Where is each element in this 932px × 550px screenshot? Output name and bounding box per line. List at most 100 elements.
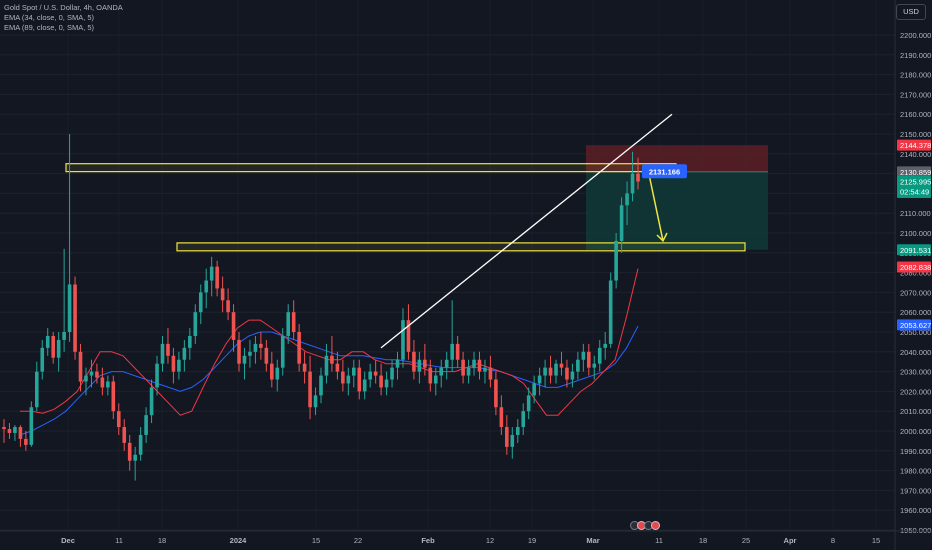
price-tag-countdown: 02:54:49 (900, 188, 929, 197)
candle-body (543, 367, 547, 376)
candle-body (417, 359, 422, 372)
candle-body (455, 343, 460, 360)
candle-body (182, 347, 187, 360)
price-tick-label: 1960.000 (900, 506, 931, 515)
candle-body (313, 395, 318, 408)
candle-body (100, 377, 105, 388)
candle-body (111, 381, 116, 412)
candle-body (346, 375, 351, 384)
candle-body (2, 427, 6, 430)
support-zone (176, 242, 746, 252)
candle-body (554, 363, 558, 376)
candle-body (242, 355, 247, 364)
candle-body (149, 387, 154, 416)
time-tick-label: 11 (655, 536, 663, 545)
candle-body (29, 407, 34, 445)
down-arrow-head (656, 232, 668, 243)
candle-body (488, 367, 493, 380)
price-tick-label: 2200.000 (900, 31, 931, 40)
price-tag (897, 166, 931, 178)
price-tick-label: 2100.000 (900, 229, 931, 238)
candle-body (204, 280, 209, 293)
events-markers[interactable] (630, 517, 660, 531)
candle-body (373, 371, 378, 376)
price-tag-label: 2144.378 (900, 141, 931, 150)
candle-body (215, 266, 219, 289)
candle-body (18, 427, 23, 439)
candle-body (423, 359, 427, 368)
time-axis[interactable]: Dec 11 18 2024 15 22 Feb 12 19 Mar 11 18 25 Apr 8 15 (0, 530, 932, 545)
candle-body (368, 371, 372, 380)
candle-body (95, 371, 99, 378)
candle-body (133, 454, 137, 461)
price-tick-label: 2190.000 (900, 51, 931, 60)
candle-body (237, 339, 241, 364)
candle-body (89, 371, 94, 376)
candle-body (444, 359, 449, 368)
price-tick-label: 2020.000 (900, 387, 931, 396)
symbol-title[interactable]: Gold Spot / U.S. Dollar, 4h, OANDA (4, 3, 123, 12)
candle-body (379, 375, 383, 388)
price-tick-label: 1990.000 (900, 447, 931, 456)
candle-body (67, 284, 72, 332)
candle-body (466, 367, 471, 376)
time-tick-label: 19 (528, 536, 536, 545)
time-tick-label: 8 (831, 536, 835, 545)
candle-body (401, 320, 405, 360)
candle-body (45, 335, 50, 348)
drawing-layer (65, 145, 768, 252)
price-callout-label: 2131.166 (649, 167, 680, 176)
price-tick-label: 2050.000 (900, 328, 931, 337)
candle-body (291, 312, 296, 332)
time-tick-label: 15 (872, 536, 880, 545)
price-tag-label: 2053.627 (900, 321, 931, 330)
candle-body (280, 335, 285, 368)
candle-body (433, 375, 438, 384)
time-tick-label: Feb (421, 536, 435, 545)
overlay-layer: 2131.166 (380, 113, 687, 349)
price-tick-label: 2110.000 (900, 209, 931, 218)
candle-body (384, 379, 389, 388)
time-tick-label: 18 (699, 536, 707, 545)
time-tick-label: 11 (115, 536, 123, 545)
candle-body (630, 173, 635, 194)
candle-body (559, 363, 564, 368)
candle-body (84, 375, 88, 382)
ema89-legend[interactable]: EMA (89, close, 0, SMA, 5) (4, 23, 95, 32)
candle-body (264, 347, 269, 364)
price-tag-label: 2082.838 (900, 263, 931, 272)
candle-body (297, 332, 301, 364)
price-tick-label: 2150.000 (900, 130, 931, 139)
time-tick-label: 25 (742, 536, 750, 545)
candle-body (614, 240, 618, 281)
candle-body (603, 343, 608, 348)
candle-body (177, 359, 181, 372)
ema34-legend[interactable]: EMA (34, close, 0, SMA, 5) (4, 13, 95, 22)
price-tag (897, 261, 931, 273)
candle-body (259, 343, 263, 348)
candle-body (537, 375, 542, 384)
candle-body (592, 363, 597, 368)
time-tick-label: Mar (586, 536, 599, 545)
currency-button[interactable]: USD (896, 4, 926, 20)
candle-body (532, 383, 536, 396)
candle-body (412, 351, 416, 372)
candle-body (78, 351, 83, 382)
event-icon[interactable] (651, 521, 660, 531)
candle-body (395, 359, 400, 368)
candle-body (351, 367, 356, 376)
candle-body (13, 427, 17, 433)
candle-body (439, 367, 444, 376)
candle-body (160, 343, 165, 364)
price-tag (897, 139, 931, 151)
price-tick-label: 2060.000 (900, 308, 931, 317)
candle-body (231, 312, 236, 340)
price-tag (897, 244, 931, 256)
price-axis[interactable]: 1950.0001960.0001970.0001980.0001990.000… (894, 0, 932, 550)
candle-body (324, 355, 329, 376)
candle-body (220, 288, 225, 301)
time-tick-label: 18 (158, 536, 166, 545)
candle-body (122, 427, 127, 443)
candle-body (24, 438, 28, 445)
